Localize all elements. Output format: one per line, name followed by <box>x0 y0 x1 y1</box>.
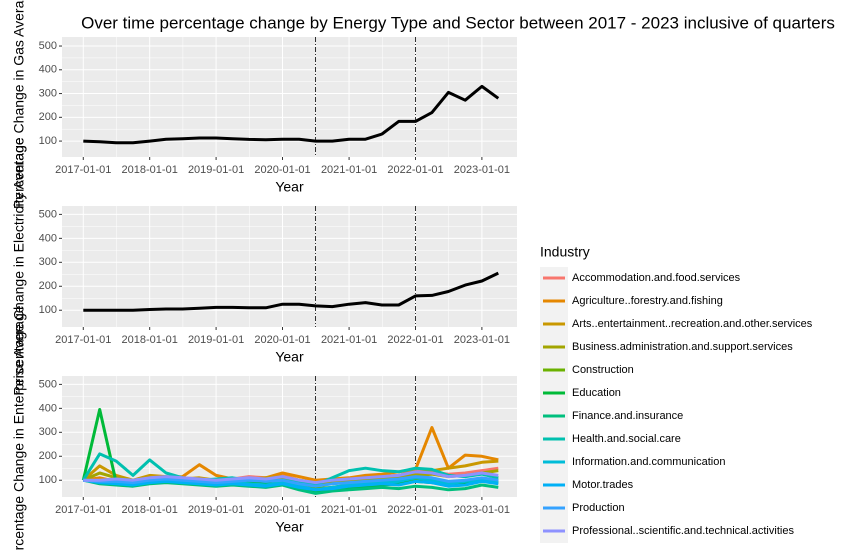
series-line <box>83 271 499 312</box>
y-tick-label: 300 <box>39 426 57 438</box>
x-tick-label: 2018-01-01 <box>122 504 178 516</box>
y-axis-title: Percentage Change in Gas Average <box>11 0 27 209</box>
chart-title: Over time percentage change by Energy Ty… <box>81 13 835 32</box>
plot-panel <box>62 37 517 157</box>
x-tick-label: 2022-01-01 <box>387 504 443 516</box>
y-tick-label: 300 <box>39 87 57 99</box>
y-tick-label: 300 <box>39 256 57 268</box>
legend-label: Professional..scientific.and.technical.a… <box>572 525 794 537</box>
legend-title: Industry <box>540 244 590 260</box>
x-tick-label: 2022-01-01 <box>387 334 443 346</box>
legend-label: Education <box>572 387 621 399</box>
x-axis-title: Year <box>275 349 304 365</box>
y-axis-title: Percentage Change in Electricity Average <box>11 137 27 395</box>
y-tick-label: 100 <box>39 474 57 486</box>
y-tick-label: 400 <box>39 232 57 244</box>
y-tick-label: 100 <box>39 135 57 147</box>
series-line <box>83 84 500 145</box>
y-tick-label: 400 <box>39 64 57 76</box>
x-tick-label: 2020-01-01 <box>254 164 310 176</box>
legend-background <box>540 266 862 550</box>
legend-label: Construction <box>572 364 634 376</box>
x-tick-label: 2018-01-01 <box>122 164 178 176</box>
x-tick-label: 2017-01-01 <box>55 334 111 346</box>
y-tick-label: 200 <box>39 450 57 462</box>
legend-label: Finance.and.insurance <box>572 410 683 422</box>
y-tick-label: 200 <box>39 111 57 123</box>
legend-label: Production <box>572 502 625 514</box>
x-tick-label: 2017-01-01 <box>55 164 111 176</box>
series-line <box>83 478 499 492</box>
x-tick-label: 2021-01-01 <box>321 164 377 176</box>
x-tick-label: 2023-01-01 <box>454 164 510 176</box>
y-tick-label: 500 <box>39 378 57 390</box>
x-tick-label: 2018-01-01 <box>122 334 178 346</box>
legend-label: Information.and.communication <box>572 456 725 468</box>
x-tick-label: 2023-01-01 <box>454 504 510 516</box>
x-tick-label: 2020-01-01 <box>254 504 310 516</box>
legend-label: Accommodation.and.food.services <box>572 272 741 284</box>
x-tick-label: 2021-01-01 <box>321 504 377 516</box>
x-tick-label: 2019-01-01 <box>188 504 244 516</box>
x-tick-label: 2021-01-01 <box>321 334 377 346</box>
legend-label: Health.and.social.care <box>572 433 681 445</box>
legend-label: Business.administration.and.support.serv… <box>572 341 793 353</box>
x-tick-label: 2023-01-01 <box>454 334 510 346</box>
x-tick-label: 2022-01-01 <box>387 164 443 176</box>
legend-label: Motor.trades <box>572 479 634 491</box>
y-tick-label: 400 <box>39 402 57 414</box>
y-tick-label: 500 <box>39 40 57 52</box>
x-axis-title: Year <box>275 519 304 535</box>
series-line <box>83 470 499 485</box>
y-tick-label: 200 <box>39 280 57 292</box>
legend-label: Agriculture..forestry.and.fishing <box>572 295 723 307</box>
y-tick-label: 100 <box>39 304 57 316</box>
x-tick-label: 2020-01-01 <box>254 334 310 346</box>
x-tick-label: 2019-01-01 <box>188 334 244 346</box>
y-tick-label: 500 <box>39 208 57 220</box>
x-tick-label: 2019-01-01 <box>188 164 244 176</box>
legend-label: Arts..entertainment..recreation.and.othe… <box>572 318 813 330</box>
x-tick-label: 2017-01-01 <box>55 504 111 516</box>
y-axis-title: Percentage Change in Enterprise Average <box>11 305 27 550</box>
x-axis-title: Year <box>275 179 304 195</box>
series-line <box>83 475 499 488</box>
